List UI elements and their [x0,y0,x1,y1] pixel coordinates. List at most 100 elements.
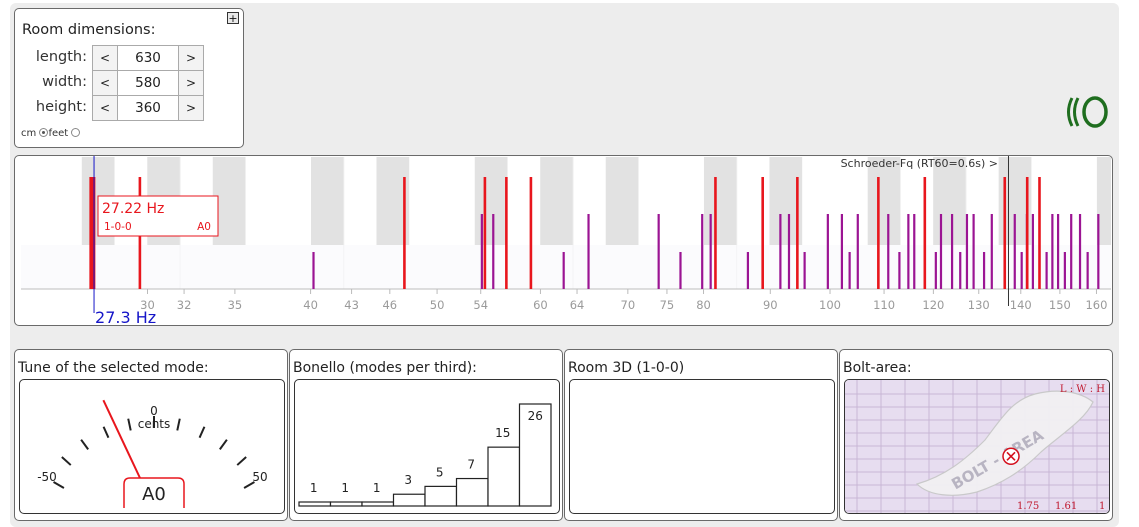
gauge-needle [102,399,141,479]
height-increase-button[interactable]: > [178,95,204,121]
feet-label: feet [48,128,69,139]
tick-label: 70 [621,298,636,312]
gauge-tick [219,439,228,450]
tune-gauge: 0 cents -50 50 A0 [37,399,268,508]
mode-line-other [913,214,916,289]
mode-line-other [982,252,986,289]
mode-line-other [965,214,969,289]
tick-label: 35 [228,298,243,312]
unit-selector: cm feet [21,128,81,139]
bonello-value-label: 5 [436,465,444,479]
bonello-chart-frame: 1 1 1 3 5 7 15 26 [294,379,560,514]
mode-line-other [587,214,590,289]
room-modes [89,177,1100,289]
room3d-canvas[interactable] [569,379,835,514]
mode-line-other [1056,214,1060,289]
ratio-base-label: 1 [1099,501,1105,512]
black-key [540,157,573,245]
tick-label: 130 [968,298,990,312]
height-input[interactable] [118,95,178,121]
bonello-chart: 1 1 1 3 5 7 15 26 [298,403,552,507]
mode-line-other [887,214,890,289]
mode-line-other [312,252,315,289]
height-label: height: [35,99,87,115]
mode-line-other [934,252,937,289]
black-key [311,157,344,245]
mode-line-other [959,252,962,289]
mode-spectrum-panel[interactable]: 30 32 35 40 43 46 50 54 60 64 70 75 80 90 100 110 120 130… [14,155,1113,326]
cm-radio[interactable] [39,128,49,137]
mode-line-other [679,252,682,289]
width-decrease-button[interactable]: < [92,70,118,96]
length-input[interactable] [118,45,178,71]
mode-line-other [1078,214,1082,289]
mode-line-other [1051,214,1054,289]
note-box [123,477,185,508]
room-dimensions-panel: Room dimensions: + length: < > width: < … [14,8,244,148]
bonello-panel: Bonello (modes per third): 1 1 1 3 5 7 15 26 [289,349,563,521]
tick-label: 50 [430,298,445,312]
tick-label: 40 [303,298,318,312]
mode-spectrum-chart[interactable]: 30 32 35 40 43 46 50 54 60 64 70 75 80 90 100 110 120 130… [15,156,1112,325]
mode-line-other [1013,214,1016,289]
mode-line-other [701,214,704,289]
gauge-tick [61,456,72,466]
tooltip-frequency: 27.22 Hz [102,201,164,217]
width-input[interactable] [118,70,178,96]
length-label: length: [35,49,87,65]
ratio-x-label: 1.61 [1055,501,1077,512]
gauge-ticks [53,416,255,489]
bonello-bar [392,493,426,507]
mode-line-other [939,214,943,289]
frequency-ticks: 30 32 35 40 43 46 50 54 60 64 70 75 80 90 100 110 120 130… [140,289,1107,312]
width-increase-button[interactable]: > [178,70,204,96]
bonello-bar [518,403,552,507]
gauge-end-tick [53,481,65,489]
white-key-band [21,245,1111,289]
bonello-bar [424,485,458,507]
tick-label: 100 [819,298,841,312]
tick-label: 160 [1085,298,1107,312]
mode-line-other [1031,214,1034,289]
gauge-max-label: 50 [252,470,267,484]
mode-line-other [709,214,712,289]
mode-line-other [898,252,901,289]
gauge-note: A0 [142,484,166,505]
expand-button[interactable]: + [227,12,239,25]
gauge-center-value: 0 [150,404,158,418]
mode-line-other [826,214,829,289]
mode-line-other [848,252,851,289]
room3d-panel: Room 3D (1-0-0) [564,349,838,521]
bonello-value-label: 1 [310,481,318,495]
bonello-bar [487,446,521,507]
ratio-marker-icon [1002,447,1020,466]
mode-line-other [562,252,565,289]
bonello-value-label: 26 [528,409,543,423]
speaker-logo-icon [1067,96,1108,128]
feet-radio[interactable] [71,128,81,137]
tick-label: 90 [763,298,778,312]
mode-line-axial [714,177,717,289]
tick-label: 32 [177,298,192,312]
height-decrease-button[interactable]: < [92,95,118,121]
bonello-bar [298,501,332,507]
mode-line-other [779,214,782,289]
mode-line-other [787,214,791,289]
mode-line-other [1070,214,1073,289]
mode-line-other [803,252,806,289]
tick-label: 75 [660,298,675,312]
tick-label: 120 [922,298,944,312]
ratio-y-label: 1.75 [1017,501,1039,512]
mode-line-axial [1003,177,1007,289]
bolt-area-frame: BOLT - AREA L : W : H 1.75 1.61 1 [844,379,1110,514]
tick-label: 150 [1049,298,1071,312]
mode-line-axial [761,177,764,289]
mode-line-other [972,214,975,289]
mode-line-axial [796,177,799,289]
bonello-value-label: 3 [404,473,412,487]
length-increase-button[interactable]: > [178,45,204,71]
tick-label: 54 [473,298,488,312]
bonello-bar [361,501,395,507]
tune-gauge-frame: 0 cents -50 50 A0 [19,379,285,514]
length-decrease-button[interactable]: < [92,45,118,71]
